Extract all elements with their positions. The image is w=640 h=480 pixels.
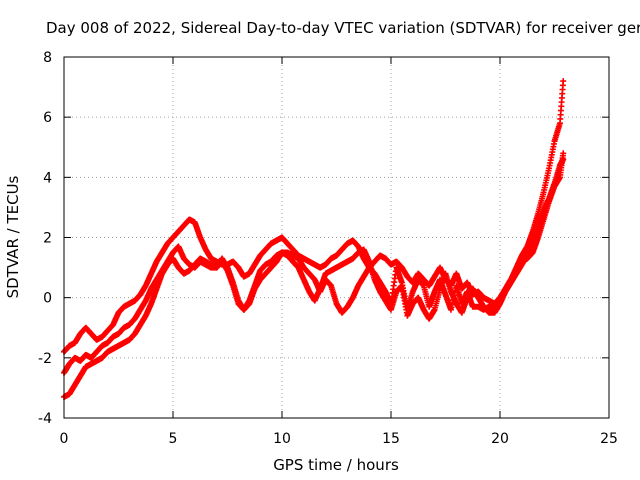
data-markers: [61, 78, 567, 400]
y-tick-label: 8: [43, 50, 52, 66]
y-tick-label: -2: [38, 351, 52, 367]
x-axis-label: GPS time / hours: [273, 456, 399, 474]
x-tick-label: 25: [600, 431, 618, 447]
y-axis-label: SDTVAR / TECUs: [4, 175, 22, 298]
y-tick-label: 2: [43, 231, 52, 247]
y-tick-label: 0: [43, 291, 52, 307]
x-tick-label: 15: [382, 431, 400, 447]
x-tick-label: 5: [169, 431, 178, 447]
y-tick-label: -4: [38, 411, 52, 427]
x-tick-label: 20: [491, 431, 509, 447]
x-tick-label: 10: [273, 431, 291, 447]
y-tick-label: 4: [43, 170, 52, 186]
x-tick-label: 0: [60, 431, 69, 447]
y-tick-label: 6: [43, 110, 52, 126]
axes: 0 5 10 15 20 25 -4 -2 0 2 4 6 8: [38, 50, 618, 447]
chart-title: Day 008 of 2022, Sidereal Day-to-day VTE…: [46, 19, 640, 37]
